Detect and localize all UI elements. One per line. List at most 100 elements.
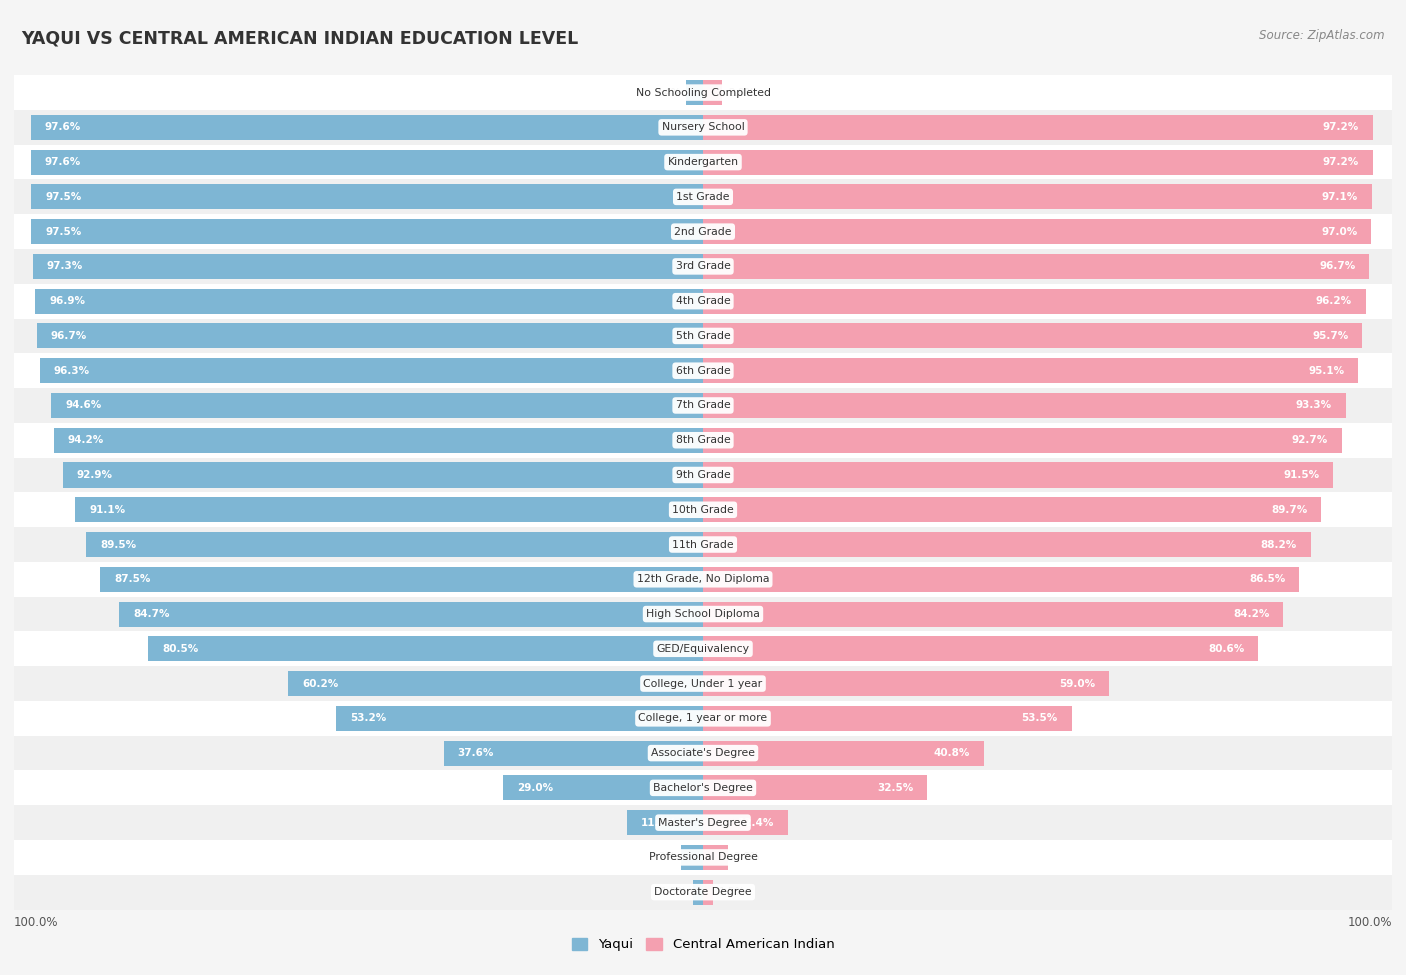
Text: High School Diploma: High School Diploma [647, 609, 759, 619]
Text: 86.5%: 86.5% [1249, 574, 1285, 584]
Text: 97.5%: 97.5% [45, 192, 82, 202]
Bar [14, 179, 1392, 214]
Bar [703, 637, 1258, 661]
Text: 59.0%: 59.0% [1060, 679, 1095, 688]
Bar [35, 289, 703, 314]
Text: 92.9%: 92.9% [77, 470, 112, 480]
Bar [37, 324, 703, 348]
Bar [14, 353, 1392, 388]
Bar [703, 254, 1369, 279]
Text: 3rd Grade: 3rd Grade [675, 261, 731, 271]
Text: 97.0%: 97.0% [1322, 226, 1358, 237]
Text: 2.8%: 2.8% [728, 88, 754, 98]
Text: No Schooling Completed: No Schooling Completed [636, 88, 770, 98]
Bar [703, 532, 1310, 557]
Bar [39, 358, 703, 383]
Bar [444, 741, 703, 765]
Bar [703, 602, 1284, 627]
Bar [703, 115, 1372, 139]
Text: 1.5%: 1.5% [718, 887, 745, 897]
Bar [14, 319, 1392, 353]
Bar [336, 706, 703, 731]
Bar [14, 527, 1392, 562]
Text: 7th Grade: 7th Grade [676, 401, 730, 410]
Bar [51, 393, 703, 418]
Bar [31, 184, 703, 210]
Bar [288, 671, 703, 696]
Text: 100.0%: 100.0% [1347, 916, 1392, 929]
Text: 53.5%: 53.5% [1022, 714, 1057, 723]
Text: Kindergarten: Kindergarten [668, 157, 738, 167]
Text: 87.5%: 87.5% [114, 574, 150, 584]
Bar [14, 632, 1392, 666]
Text: 89.7%: 89.7% [1271, 505, 1308, 515]
Bar [703, 775, 927, 800]
Text: 1st Grade: 1st Grade [676, 192, 730, 202]
Text: 95.7%: 95.7% [1312, 331, 1348, 341]
Text: Associate's Degree: Associate's Degree [651, 748, 755, 759]
Bar [53, 428, 703, 452]
Text: 91.1%: 91.1% [89, 505, 125, 515]
Bar [14, 597, 1392, 632]
Text: 10th Grade: 10th Grade [672, 505, 734, 515]
Text: Source: ZipAtlas.com: Source: ZipAtlas.com [1260, 29, 1385, 42]
Bar [14, 214, 1392, 249]
Bar [120, 602, 703, 627]
Text: 96.3%: 96.3% [53, 366, 90, 375]
Text: 8th Grade: 8th Grade [676, 435, 730, 446]
Bar [14, 701, 1392, 736]
Text: 95.1%: 95.1% [1308, 366, 1344, 375]
Text: 3.6%: 3.6% [734, 852, 759, 863]
Text: 88.2%: 88.2% [1261, 539, 1296, 550]
Bar [14, 249, 1392, 284]
Text: Doctorate Degree: Doctorate Degree [654, 887, 752, 897]
Text: 4th Grade: 4th Grade [676, 296, 730, 306]
Text: 60.2%: 60.2% [302, 679, 339, 688]
Bar [14, 770, 1392, 805]
Bar [703, 428, 1341, 452]
Text: 11th Grade: 11th Grade [672, 539, 734, 550]
Text: YAQUI VS CENTRAL AMERICAN INDIAN EDUCATION LEVEL: YAQUI VS CENTRAL AMERICAN INDIAN EDUCATI… [21, 29, 578, 47]
Bar [703, 706, 1071, 731]
Bar [703, 149, 1372, 175]
Bar [76, 497, 703, 523]
Text: 89.5%: 89.5% [100, 539, 136, 550]
Bar [686, 80, 703, 105]
Text: GED/Equivalency: GED/Equivalency [657, 644, 749, 654]
Text: 32.5%: 32.5% [877, 783, 912, 793]
Text: College, Under 1 year: College, Under 1 year [644, 679, 762, 688]
Bar [693, 879, 703, 905]
Text: 2.4%: 2.4% [654, 88, 681, 98]
Text: 100.0%: 100.0% [14, 916, 59, 929]
Text: 1.5%: 1.5% [661, 887, 688, 897]
Text: 93.3%: 93.3% [1296, 401, 1331, 410]
Bar [100, 566, 703, 592]
Bar [31, 219, 703, 244]
Bar [703, 810, 789, 836]
Text: 84.2%: 84.2% [1233, 609, 1270, 619]
Text: 97.6%: 97.6% [45, 122, 80, 133]
Text: 2nd Grade: 2nd Grade [675, 226, 731, 237]
Text: 97.5%: 97.5% [45, 226, 82, 237]
Bar [703, 845, 728, 870]
Bar [627, 810, 703, 836]
Bar [149, 637, 703, 661]
Text: College, 1 year or more: College, 1 year or more [638, 714, 768, 723]
Text: 97.2%: 97.2% [1323, 157, 1358, 167]
Bar [14, 110, 1392, 144]
Text: 94.2%: 94.2% [67, 435, 104, 446]
Text: 97.6%: 97.6% [45, 157, 80, 167]
Text: 29.0%: 29.0% [517, 783, 553, 793]
Bar [32, 254, 703, 279]
Text: 84.7%: 84.7% [134, 609, 170, 619]
Bar [63, 462, 703, 488]
Bar [703, 497, 1322, 523]
Bar [703, 219, 1371, 244]
Text: Nursery School: Nursery School [662, 122, 744, 133]
Text: 11.0%: 11.0% [641, 818, 678, 828]
Text: Bachelor's Degree: Bachelor's Degree [652, 783, 754, 793]
Bar [703, 566, 1299, 592]
Text: 97.1%: 97.1% [1322, 192, 1358, 202]
Bar [14, 457, 1392, 492]
Bar [14, 492, 1392, 527]
